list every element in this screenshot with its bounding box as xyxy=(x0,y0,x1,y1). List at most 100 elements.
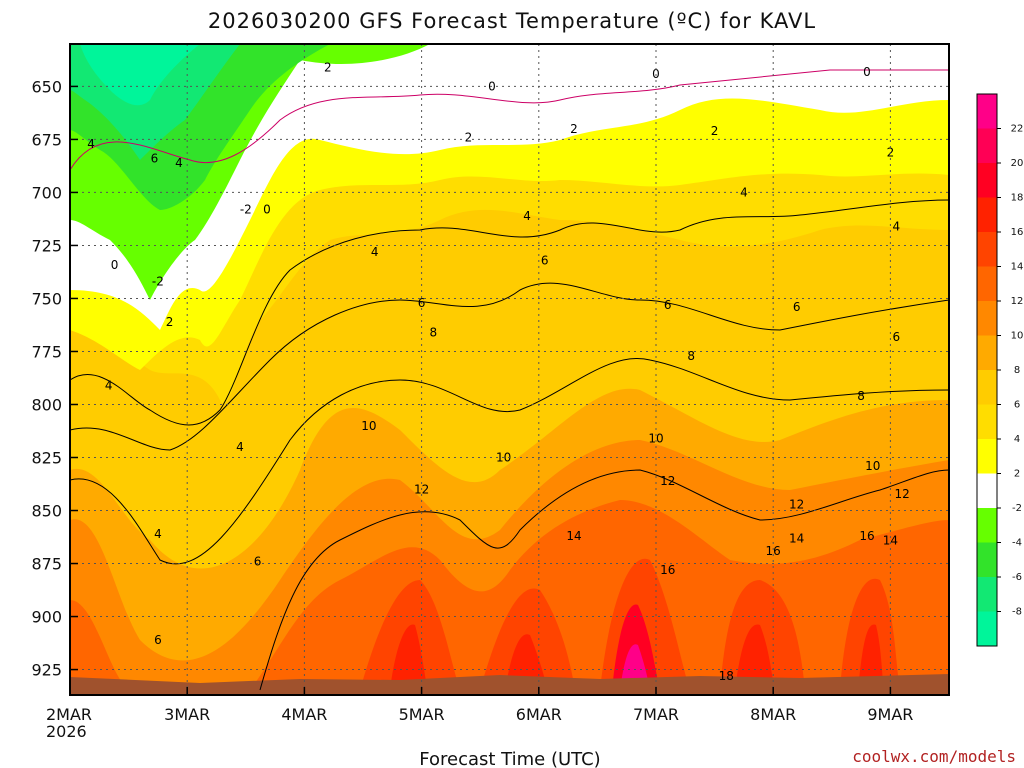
colorbar-swatch xyxy=(977,94,997,129)
colorbar-swatch xyxy=(977,266,997,301)
contour-label: 16 xyxy=(766,544,781,558)
contour-label: 4 xyxy=(175,156,183,170)
contour-label: 8 xyxy=(857,389,865,403)
colorbar-swatch xyxy=(977,335,997,370)
contour-label: 4 xyxy=(105,379,113,393)
contour-label: 0 xyxy=(652,67,660,81)
contour-label: 2 xyxy=(465,131,473,145)
y-tick-label: 700 xyxy=(31,183,62,202)
colorbar-swatch xyxy=(977,404,997,439)
contour-label: 6 xyxy=(254,555,262,569)
x-tick-label: 3MAR xyxy=(164,705,210,724)
contour-label: 2 xyxy=(324,61,332,75)
colorbar-swatch xyxy=(977,370,997,405)
x-tick-label: 9MAR xyxy=(867,705,913,724)
x-tick-label: 4MAR xyxy=(281,705,327,724)
colorbar-label: -8 xyxy=(1012,607,1022,618)
contour-label: 18 xyxy=(719,669,734,683)
colorbar-labels: -8 -6 -4 -2 2 4 6 8 10 12 14 16 18 20 22 xyxy=(997,124,1023,618)
contour-label: 12 xyxy=(894,487,909,501)
colorbar-swatch xyxy=(977,508,997,543)
contour-label: 8 xyxy=(687,349,695,363)
colorbar-label: 14 xyxy=(1011,262,1024,273)
x-tick-label: 5MAR xyxy=(399,705,445,724)
y-tick-label: 725 xyxy=(31,236,62,255)
contour-label: 14 xyxy=(789,531,804,545)
colorbar-swatch xyxy=(977,473,997,508)
colorbar-swatch xyxy=(977,577,997,612)
colorbar-label: -2 xyxy=(1012,503,1022,514)
contour-label: -2 xyxy=(240,203,252,217)
colorbar-swatch xyxy=(977,197,997,232)
colorbar-label: -6 xyxy=(1012,572,1022,583)
x-tick-label: 7MAR xyxy=(633,705,679,724)
plot-frame xyxy=(69,43,950,696)
contour-label: 14 xyxy=(566,529,581,543)
x-tick-label: 2MAR xyxy=(46,705,92,724)
colorbar-swatch xyxy=(977,611,997,646)
colorbar: -8 -6 -4 -2 2 4 6 8 10 12 14 16 18 20 22 xyxy=(976,93,1023,647)
contour-label: 2 xyxy=(166,315,174,329)
x-tick-label: 8MAR xyxy=(750,705,796,724)
colorbar-label: 2 xyxy=(1014,469,1020,480)
colorbar-label: -4 xyxy=(1012,538,1022,549)
contour-label: 6 xyxy=(793,300,801,314)
contour-label: 6 xyxy=(154,633,162,647)
grid-lines xyxy=(70,44,949,695)
colorbar-label: 20 xyxy=(1011,158,1024,169)
contour-label: 10 xyxy=(865,459,880,473)
colorbar-label: 8 xyxy=(1014,365,1020,376)
contour-label: 10 xyxy=(361,419,376,433)
y-tick-label: 925 xyxy=(31,661,62,680)
contour-label: 4 xyxy=(236,440,244,454)
y-axis-ticks: 650 675 700 725 750 775 800 825 850 875 900 925 xyxy=(31,77,78,680)
colorbar-label: 12 xyxy=(1011,296,1024,307)
colorbar-swatch xyxy=(977,542,997,577)
x-axis-label: Forecast Time (UTC) xyxy=(419,749,600,768)
colorbar-label: 10 xyxy=(1011,331,1024,342)
contour-label: 6 xyxy=(664,298,672,312)
contour-label: 6 xyxy=(151,152,159,166)
colorbar-swatch xyxy=(977,163,997,198)
contour-label: -2 xyxy=(152,275,164,289)
contour-label: 4 xyxy=(87,137,95,151)
contour-label: 16 xyxy=(660,563,675,577)
contour-label: 14 xyxy=(883,533,898,547)
contour-label: 0 xyxy=(111,258,119,272)
contour-label: 4 xyxy=(523,209,531,223)
colorbar-frame xyxy=(976,93,998,647)
y-tick-label: 900 xyxy=(31,608,62,627)
x-tick-sublabel: 2026 xyxy=(46,722,87,741)
contour-label: 0 xyxy=(263,203,271,217)
contour-label: 8 xyxy=(429,326,437,340)
contour-label: 12 xyxy=(660,474,675,488)
contour-label: 4 xyxy=(892,220,900,234)
contour-label: 12 xyxy=(789,497,804,511)
contour-fill-layer xyxy=(70,44,949,695)
y-tick-label: 825 xyxy=(31,449,62,468)
colorbar-label: 18 xyxy=(1011,193,1024,204)
contour-label: 2 xyxy=(570,122,578,136)
y-tick-label: 775 xyxy=(31,342,62,361)
y-tick-label: 650 xyxy=(31,77,62,96)
chart-title: 2026030200 GFS Forecast Temperature (ºC)… xyxy=(208,9,816,33)
colorbar-label: 22 xyxy=(1011,124,1024,135)
contour-label: 10 xyxy=(648,432,663,446)
x-tick-label: 6MAR xyxy=(516,705,562,724)
colorbar-swatch xyxy=(977,128,997,163)
colorbar-label: 6 xyxy=(1014,400,1020,411)
colorbar-swatch xyxy=(977,232,997,267)
colorbar-label: 16 xyxy=(1011,227,1024,238)
colorbar-swatches xyxy=(977,94,997,646)
colorbar-label: 4 xyxy=(1014,434,1020,445)
contour-label: 6 xyxy=(892,330,900,344)
contour-label: 2 xyxy=(711,124,719,138)
y-tick-label: 850 xyxy=(31,502,62,521)
contour-label: 4 xyxy=(154,527,162,541)
y-tick-label: 675 xyxy=(31,130,62,149)
contour-label: 6 xyxy=(541,254,549,268)
contour-label: 16 xyxy=(859,529,874,543)
colorbar-swatch xyxy=(977,439,997,474)
y-tick-label: 875 xyxy=(31,555,62,574)
